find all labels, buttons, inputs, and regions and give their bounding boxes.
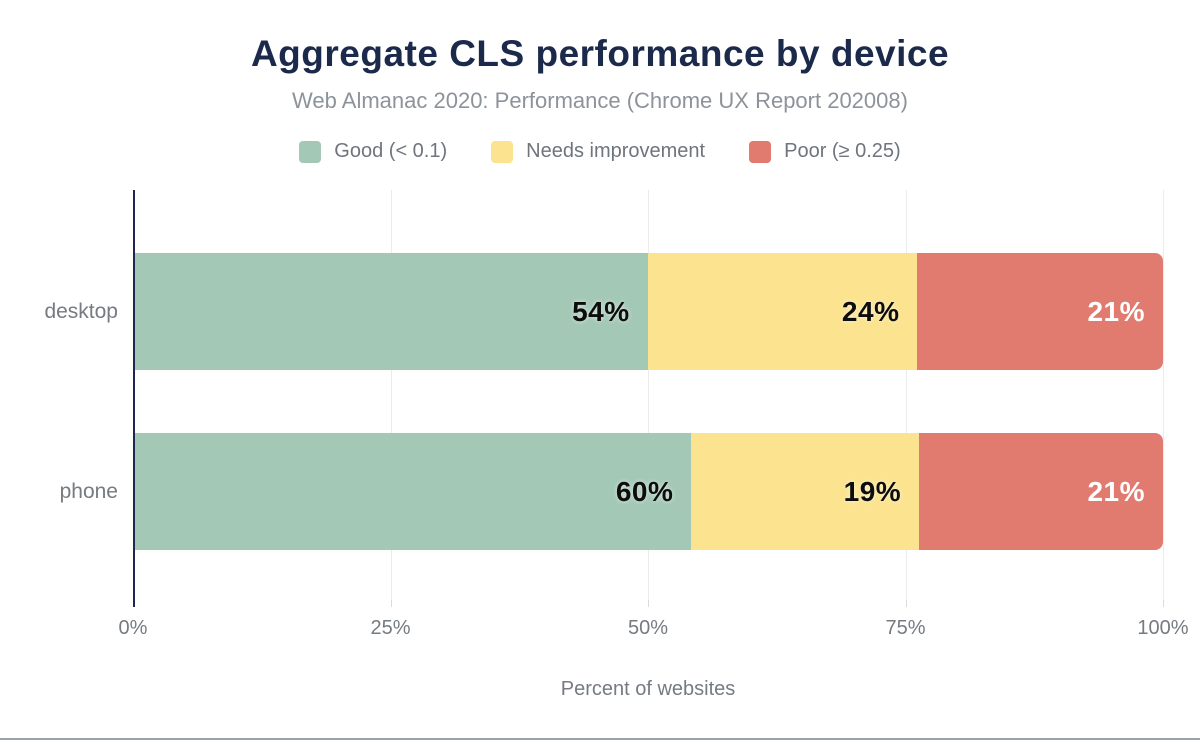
- legend-swatch-icon: [491, 140, 514, 163]
- chart-subtitle: Web Almanac 2020: Performance (Chrome UX…: [292, 88, 908, 113]
- axis-tick: [648, 600, 649, 607]
- bar-segment: 60%: [135, 433, 692, 550]
- y-axis-label: phone: [59, 479, 118, 503]
- legend-item: Good (< 0.1): [299, 140, 447, 163]
- chart-title: Aggregate CLS performance by device: [250, 33, 950, 74]
- legend-label: Poor (≥ 0.25): [784, 140, 901, 162]
- bar-value-label: 54%: [572, 295, 630, 327]
- bar-segment: 21%: [919, 433, 1163, 550]
- x-tick-label: 75%: [885, 617, 926, 639]
- x-tick-label: 100%: [1137, 617, 1189, 639]
- x-axis-title: Percent of websites: [560, 678, 736, 700]
- y-axis-line: [133, 190, 135, 607]
- gridline: [1163, 190, 1164, 600]
- bar-segment: 21%: [917, 253, 1163, 370]
- legend-swatch-icon: [749, 140, 772, 163]
- legend-item: Needs improvement: [491, 140, 705, 163]
- gridline: [390, 190, 392, 600]
- legend-label: Good (< 0.1): [334, 140, 448, 162]
- bar-value-label: 24%: [841, 295, 900, 327]
- axis-tick: [390, 600, 392, 607]
- axis-tick: [905, 600, 907, 607]
- bar-value-label: 19%: [843, 475, 902, 507]
- bar-value-label: 21%: [1087, 475, 1145, 507]
- bar-row-phone: 60% 19% 21%: [135, 433, 1163, 550]
- gridline: [905, 190, 907, 600]
- x-tick-label: 50%: [627, 617, 669, 639]
- bar-row-desktop: 54% 24% 21%: [135, 253, 1163, 370]
- bar-value-label: 21%: [1087, 295, 1145, 327]
- bottom-divider: [0, 738, 1200, 740]
- bar-value-label: 60%: [615, 475, 674, 507]
- bar-segment: 19%: [691, 433, 920, 550]
- bar-segment: 24%: [647, 253, 918, 370]
- bar-segment: 54%: [135, 253, 648, 370]
- axis-tick: [1163, 600, 1164, 607]
- x-tick-label: 25%: [370, 617, 411, 639]
- y-axis-label: desktop: [44, 299, 118, 323]
- legend-item: Poor (≥ 0.25): [749, 140, 901, 163]
- gridline: [648, 190, 649, 600]
- x-tick-label: 0%: [118, 617, 148, 639]
- legend: Good (< 0.1) Needs improvement Poor (≥ 0.2…: [0, 140, 1200, 163]
- plot-area: 54% 24% 21% 60% 19% 21%: [133, 190, 1164, 607]
- legend-swatch-icon: [299, 140, 322, 163]
- legend-label: Needs improvement: [526, 140, 706, 162]
